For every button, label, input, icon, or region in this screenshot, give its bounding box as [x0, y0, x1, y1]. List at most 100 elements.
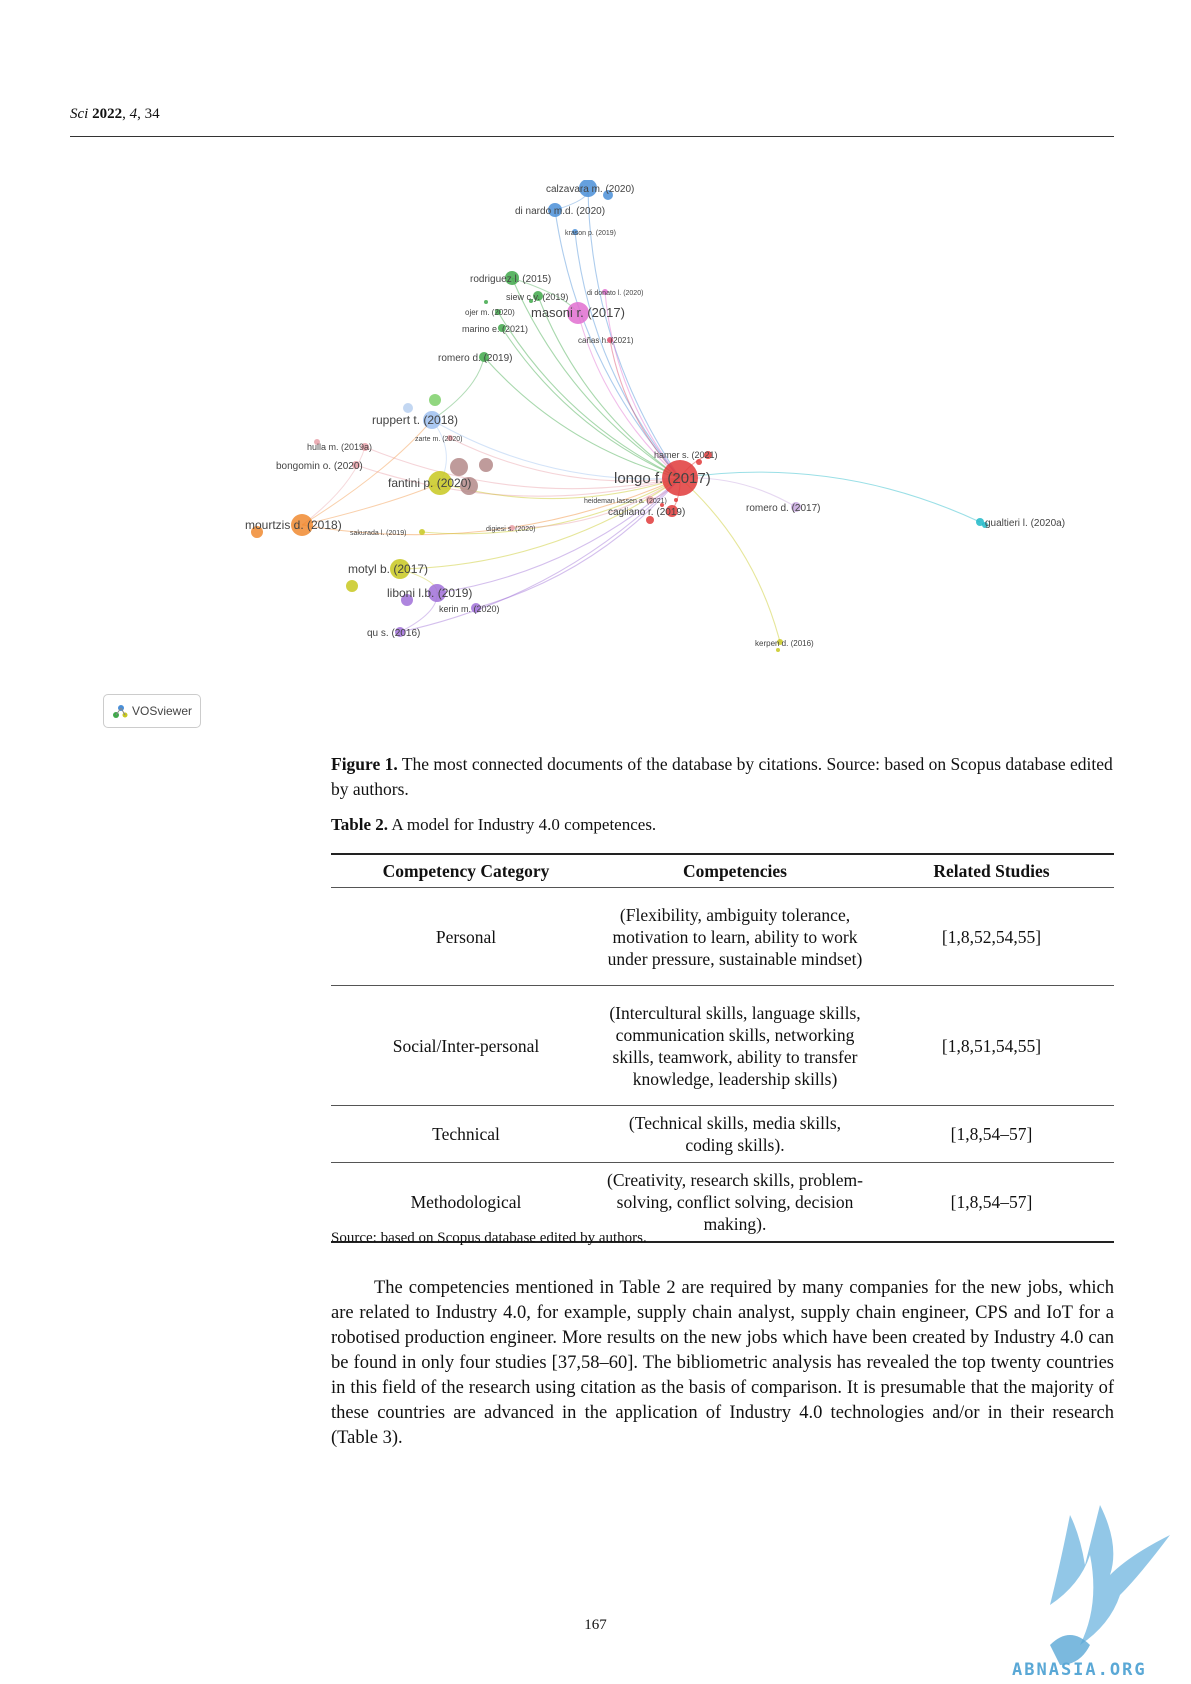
network-node-label: digiesi s. (2020)	[486, 526, 535, 533]
network-node-label: motyl b. (2017)	[348, 562, 428, 576]
network-node	[791, 502, 801, 512]
network-node	[352, 461, 360, 469]
network-node-label: gualtieri l. (2020a)	[985, 518, 1065, 529]
network-node	[533, 291, 543, 301]
network-node-label: hulla m. (2019a)	[307, 442, 372, 452]
network-edge	[511, 477, 681, 529]
cell-category: Social/Inter-personal	[331, 985, 601, 1106]
column-header-category: Competency Category	[331, 853, 601, 888]
network-node	[361, 443, 369, 451]
journal-volume: 4	[129, 106, 138, 122]
cell-studies: [1,8,52,54,55]	[869, 887, 1114, 986]
network-node	[479, 458, 493, 472]
table-row: Personal (Flexibility, ambiguity toleran…	[331, 887, 1114, 986]
network-edge	[355, 464, 681, 497]
article-number: 34	[144, 106, 160, 122]
journal-year: 2022	[92, 106, 123, 122]
table-header-row: Competency Category Competencies Related…	[331, 853, 1114, 888]
network-node	[471, 603, 481, 613]
network-node-label: liboni l.b. (2019)	[387, 586, 472, 600]
cell-competencies: (Flexibility, ambiguity tolerance, motiv…	[601, 887, 869, 986]
table-source-note: Source: based on Scopus database edited …	[331, 1230, 647, 1246]
network-edge	[537, 295, 681, 479]
network-node	[646, 496, 654, 504]
network-node	[428, 584, 446, 602]
citation-network-figure: calzavara m. (2020) di nardo m.d. (2020) k…	[240, 179, 1120, 700]
network-node-label: romero d. (2017)	[746, 503, 820, 514]
running-header: Sci 2022, 4, 34	[70, 106, 1114, 137]
network-edge	[497, 311, 681, 479]
network-edge	[511, 277, 681, 479]
network-edge	[679, 477, 781, 643]
cell-studies: [1,8,54–57]	[869, 1162, 1114, 1243]
network-edge	[431, 356, 485, 421]
network-edge	[301, 446, 366, 526]
table-row: Social/Inter-personal (Intercultural ski…	[331, 985, 1114, 1106]
network-node	[646, 516, 654, 524]
network-node	[529, 299, 533, 303]
page-number: 167	[584, 1617, 607, 1633]
table-caption: Table 2. A model for Industry 4.0 compet…	[331, 815, 656, 835]
cell-competencies: (Intercultural skills, language skills, …	[601, 985, 869, 1106]
network-node	[479, 352, 489, 362]
network-node	[403, 403, 413, 413]
network-node-label: cañas h. (2021)	[578, 336, 634, 345]
network-edge	[301, 477, 681, 536]
network-node	[401, 594, 413, 606]
network-node	[704, 451, 712, 459]
table-caption-text: A model for Industry 4.0 competences.	[391, 815, 657, 834]
network-node	[776, 648, 780, 652]
vosviewer-badge: VOSviewer	[103, 694, 201, 728]
network-node	[495, 309, 501, 315]
network-node	[607, 337, 613, 343]
network-node	[447, 435, 453, 441]
network-node	[423, 411, 441, 429]
network-node	[572, 229, 578, 235]
network-node	[484, 300, 488, 304]
watermark-text: ABNASIA.ORG	[1012, 1660, 1147, 1680]
network-labels: calzavara m. (2020) di nardo m.d. (2020) k…	[245, 184, 1065, 648]
network-edge	[301, 419, 433, 526]
network-edge	[399, 477, 681, 633]
network-node-label: mourtzis d. (2018)	[245, 518, 342, 532]
network-node-label: kerpen d. (2016)	[755, 639, 814, 648]
network-node	[460, 477, 478, 495]
network-node-label: longo f. (2017)	[614, 470, 711, 487]
table-row: Methodological (Creativity, research ski…	[331, 1162, 1114, 1243]
network-node	[429, 394, 441, 406]
network-edges	[301, 187, 981, 643]
cell-competencies: (Technical skills, media skills, coding …	[601, 1105, 869, 1163]
network-edge	[604, 291, 681, 479]
figure-caption-text: The most connected documents of the data…	[331, 754, 1113, 799]
network-node-label: calzavara m. (2020)	[546, 184, 634, 195]
network-node	[428, 471, 452, 495]
table-row: Technical (Technical skills, media skill…	[331, 1105, 1114, 1163]
network-edge	[577, 312, 681, 479]
figure-caption: Figure 1. The most connected documents o…	[331, 752, 1114, 802]
network-edge	[574, 231, 681, 479]
network-node-label: cagliano r. (2019)	[608, 507, 685, 518]
network-edge	[301, 482, 441, 526]
network-edge	[501, 327, 681, 479]
network-node-label: di nardo m.d. (2020)	[515, 206, 605, 217]
cell-category: Methodological	[331, 1162, 601, 1243]
network-node	[346, 580, 358, 592]
network-node-label: di donato l. (2020)	[587, 290, 643, 297]
network-edge	[431, 419, 681, 480]
vosviewer-label: VOSviewer	[132, 704, 193, 718]
network-node	[314, 439, 320, 445]
network-node-label: siew c.y. (2019)	[506, 292, 568, 302]
network-node-label: heideman lassen a. (2021)	[584, 498, 667, 505]
header-rule	[70, 136, 1114, 137]
network-node	[291, 514, 313, 536]
vosviewer-logo-icon	[113, 705, 128, 718]
network-node	[579, 179, 597, 197]
network-edge	[475, 477, 681, 609]
network-edge	[364, 446, 681, 490]
network-node	[662, 460, 698, 496]
network-edge	[609, 339, 681, 479]
network-node	[777, 639, 783, 645]
network-node-label: kerin m. (2020)	[439, 604, 500, 614]
network-node-label: qu s. (2016)	[367, 628, 420, 639]
network-edge	[483, 356, 681, 479]
